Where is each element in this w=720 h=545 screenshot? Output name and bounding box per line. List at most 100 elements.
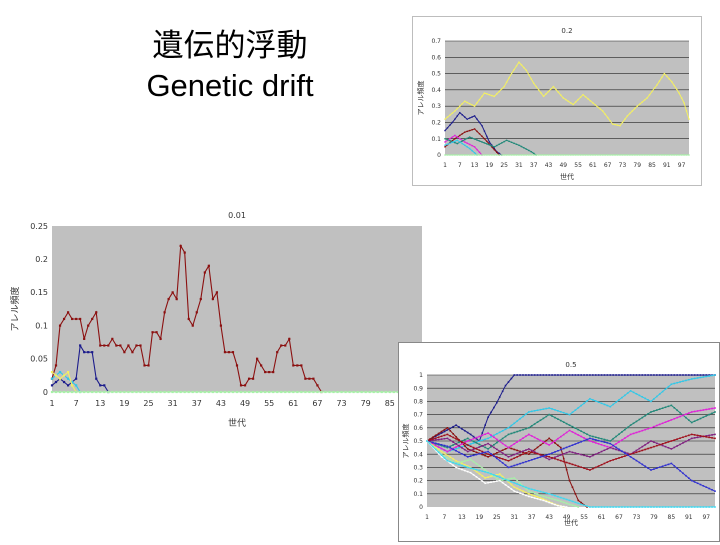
data-point: [66, 377, 70, 380]
data-point: [461, 442, 463, 444]
data-point: [587, 154, 589, 156]
data-point: [540, 154, 542, 156]
data-point: [656, 154, 658, 156]
data-point: [565, 374, 568, 376]
data-point: [466, 440, 469, 442]
data-point: [484, 451, 486, 454]
data-point: [498, 90, 500, 93]
data-point: [522, 493, 524, 496]
data-point: [632, 374, 635, 376]
data-point: [459, 141, 461, 143]
x-tick-label: 97: [678, 162, 686, 169]
data-point: [667, 374, 670, 376]
data-point: [510, 465, 513, 468]
data-point: [688, 477, 690, 479]
data-point: [471, 129, 473, 131]
data-point: [580, 430, 582, 432]
data-point: [615, 458, 617, 460]
data-point: [66, 370, 70, 374]
data-point: [131, 351, 134, 354]
data-point: [685, 413, 687, 416]
data-point: [437, 446, 440, 448]
data-point: [653, 425, 655, 428]
data-point: [688, 154, 690, 156]
data-point: [455, 447, 457, 450]
data-point: [565, 461, 568, 464]
data-point: [519, 451, 521, 454]
data-point: [175, 297, 178, 301]
data-point: [626, 392, 629, 394]
data-point: [452, 441, 454, 443]
data-point: [504, 464, 507, 466]
data-point: [50, 370, 54, 374]
data-point: [589, 100, 592, 102]
data-point: [243, 390, 247, 394]
data-point: [459, 134, 461, 137]
data-point: [557, 450, 559, 452]
data-point: [673, 154, 675, 156]
data-point: [501, 475, 504, 478]
data-point: [469, 467, 472, 469]
data-point: [468, 129, 471, 132]
y-tick-label: 0.1: [35, 321, 48, 330]
data-point: [451, 121, 454, 124]
data-point: [490, 453, 492, 455]
data-point: [551, 408, 553, 410]
data-point: [434, 434, 437, 437]
data-point: [444, 144, 446, 146]
data-point: [510, 72, 513, 75]
data-point: [513, 453, 516, 456]
data-point: [507, 479, 510, 482]
data-point: [501, 452, 504, 454]
data-point: [671, 81, 673, 83]
data-point: [195, 311, 198, 314]
data-point: [612, 444, 614, 447]
data-point: [568, 445, 571, 448]
data-point: [516, 449, 518, 452]
data-point: [621, 374, 623, 376]
data-point: [446, 116, 449, 118]
data-point: [664, 442, 667, 444]
data-point: [147, 364, 150, 367]
data-point: [376, 390, 379, 394]
data-point: [653, 468, 655, 470]
data-point: [87, 351, 90, 354]
data-point: [91, 351, 94, 354]
data-point: [449, 427, 452, 430]
data-point: [464, 138, 466, 141]
data-point: [536, 421, 539, 423]
data-point: [626, 452, 629, 455]
data-point: [332, 390, 335, 394]
data-point: [624, 437, 626, 439]
data-point: [451, 141, 454, 143]
x-tick-label: 13: [471, 162, 479, 169]
data-point: [481, 450, 484, 453]
data-point: [548, 413, 550, 416]
data-point: [586, 506, 588, 508]
data-point: [688, 439, 690, 441]
x-tick-label: 1: [443, 162, 447, 169]
data-point: [481, 467, 484, 469]
data-point: [571, 374, 574, 376]
data-point: [542, 498, 545, 500]
y-tick-label: 0.25: [30, 222, 48, 231]
data-point: [641, 374, 644, 376]
data-point: [536, 409, 539, 412]
data-point: [324, 390, 327, 394]
data-point: [466, 142, 468, 144]
data-point: [508, 154, 510, 156]
data-point: [685, 374, 687, 376]
data-point: [594, 436, 597, 439]
data-point: [461, 464, 463, 467]
y-tick-label: 0.5: [431, 71, 441, 78]
data-point: [493, 443, 495, 446]
data-point: [542, 95, 545, 98]
x-tick-label: 91: [663, 162, 671, 169]
data-point: [621, 121, 624, 124]
data-point: [577, 502, 580, 505]
data-point: [472, 440, 475, 443]
data-point: [300, 364, 303, 367]
data-point: [284, 344, 287, 347]
data-point: [609, 506, 612, 508]
data-point: [434, 437, 437, 439]
